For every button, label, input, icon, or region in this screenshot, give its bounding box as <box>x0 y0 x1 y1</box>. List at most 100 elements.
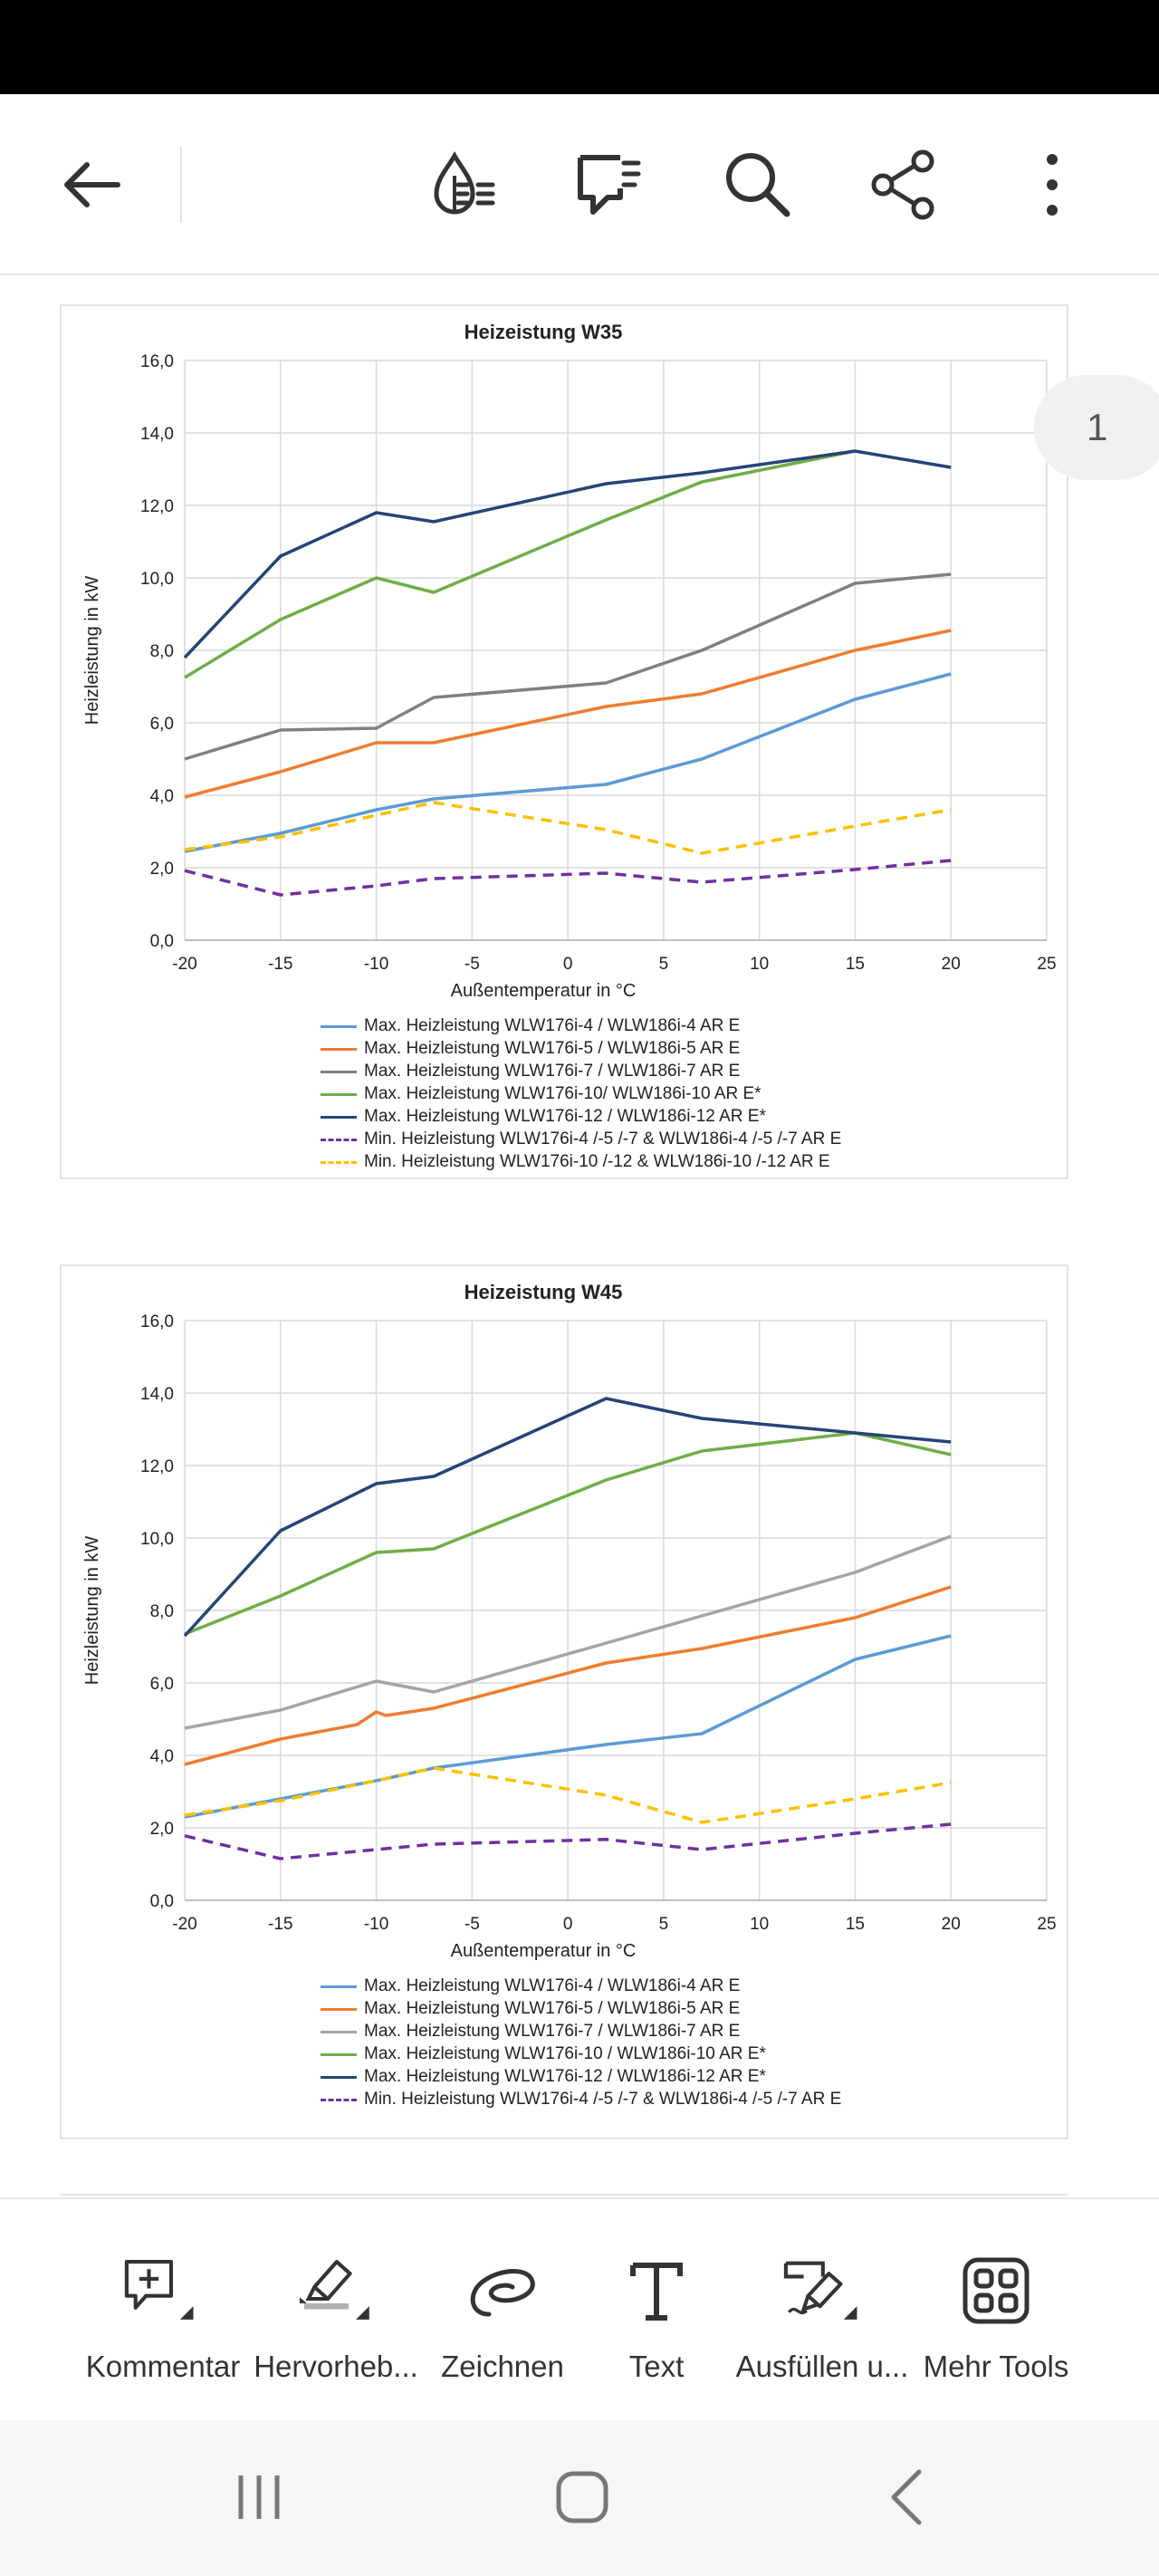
system-nav-bar <box>0 2420 1159 2576</box>
legend-label: Max. Heizleistung WLW176i-4 / WLW186i-4 … <box>364 1016 741 1035</box>
legend-label: Max. Heizleistung WLW176i-12 / WLW186i-1… <box>364 2067 766 2086</box>
series-line <box>184 1822 952 1860</box>
y-tick-label: 16,0 <box>140 1312 174 1331</box>
tool-zeichnen[interactable]: Zeichnen <box>421 2199 584 2422</box>
page-number-badge: 1 <box>1034 375 1159 480</box>
page-number: 1 <box>1087 406 1108 448</box>
x-tick-label: 5 <box>659 1915 669 1934</box>
chart-svg: Heizeistung W35 0,0 2,0 4,0 6,0 8,0 10,0 12,0 14… <box>82 321 1057 1001</box>
x-tick-label: 25 <box>1037 955 1056 974</box>
series-line <box>184 801 952 855</box>
recent-apps-icon[interactable] <box>205 2456 313 2538</box>
x-tick-label: -15 <box>268 1915 292 1934</box>
y-tick-label: 0,0 <box>150 1892 174 1911</box>
x-axis-label: Außentemperatur in °C <box>451 1941 637 1961</box>
chart-svg: Heizeistung W45 0,0 2,0 4,0 6,0 8,0 10,0 12,0 14… <box>82 1281 1057 1961</box>
top-toolbar <box>0 94 1159 275</box>
back-icon[interactable] <box>851 2456 960 2538</box>
toolbar-divider <box>180 147 182 223</box>
tool-label: Kommentar <box>85 2350 241 2383</box>
x-tick-label: -5 <box>465 1915 480 1934</box>
legend-label: Max. Heizleistung WLW176i-10/ WLW186i-10… <box>364 1084 761 1103</box>
y-tick-label: 2,0 <box>150 1820 174 1839</box>
comments-icon[interactable] <box>569 144 650 226</box>
status-bar <box>0 0 1159 94</box>
tool-ausfuellen[interactable]: Ausfüllen u... <box>732 2199 913 2422</box>
legend-swatch <box>321 2053 357 2056</box>
x-tick-label: 0 <box>563 1915 573 1934</box>
legend-label: Max. Heizleistung WLW176i-7 / WLW186i-7 … <box>364 1062 741 1081</box>
series-line <box>184 449 856 679</box>
more-icon[interactable] <box>1011 144 1093 226</box>
x-tick-label: 20 <box>942 955 961 974</box>
share-icon[interactable] <box>864 144 945 226</box>
y-axis-label: Heizleistung in kW <box>82 576 102 726</box>
back-arrow-icon[interactable] <box>50 144 131 226</box>
x-tick-label: -15 <box>268 955 292 974</box>
x-tick-label: -20 <box>172 955 196 974</box>
x-tick-label: 5 <box>659 955 669 974</box>
series-line <box>183 1397 952 1638</box>
legend-swatch <box>321 1025 357 1028</box>
search-icon[interactable] <box>717 144 799 226</box>
y-tick-label: 10,0 <box>140 570 174 589</box>
page-edge <box>60 2194 1068 2196</box>
x-tick-label: -10 <box>364 955 388 974</box>
text-icon <box>616 2250 697 2331</box>
tool-label: Ausfüllen u... <box>735 2350 909 2383</box>
legend-swatch <box>321 1093 357 1096</box>
series-line <box>184 629 952 799</box>
home-icon[interactable] <box>528 2456 637 2538</box>
x-tick-label: 0 <box>563 955 573 974</box>
legend-swatch <box>321 1161 357 1164</box>
tool-label: Mehr Tools <box>923 2350 1069 2383</box>
x-tick-label: 10 <box>750 955 769 974</box>
y-tick-label: 12,0 <box>140 1457 174 1476</box>
y-tick-label: 2,0 <box>150 860 174 879</box>
chart-title: Heizeistung W45 <box>465 1281 623 1303</box>
legend-label: Min. Heizleistung WLW176i-10 /-12 & WLW1… <box>364 1152 830 1171</box>
legend-label: Max. Heizleistung WLW176i-12 / WLW186i-1… <box>364 1107 766 1126</box>
series-line <box>184 859 952 897</box>
pdf-page[interactable]: Heizeistung W35 0,0 2,0 4,0 6,0 8,0 10,0 12,0 14… <box>0 275 1159 2194</box>
series-line <box>184 1431 952 1636</box>
tool-label: Hervorheb... <box>254 2350 418 2383</box>
y-tick-label: 0,0 <box>150 932 174 951</box>
x-tick-label: 20 <box>942 1915 961 1934</box>
tool-text[interactable]: Text <box>580 2199 733 2422</box>
tool-label: Zeichnen <box>441 2350 564 2383</box>
legend-swatch <box>321 2076 357 2079</box>
tool-kommentar[interactable]: Kommentar <box>81 2199 244 2422</box>
y-axis-label: Heizleistung in kW <box>82 1536 102 1686</box>
x-tick-label: 10 <box>750 1915 769 1934</box>
legend-label: Max. Heizleistung WLW176i-5 / WLW186i-5 … <box>364 1999 741 2018</box>
series-line <box>183 449 952 659</box>
x-axis-label: Außentemperatur in °C <box>451 981 637 1001</box>
y-tick-label: 4,0 <box>150 1747 174 1766</box>
y-tick-label: 12,0 <box>140 497 174 516</box>
fill-sign-icon <box>781 2250 863 2331</box>
x-tick-label: 25 <box>1037 1915 1056 1934</box>
series-line <box>184 672 952 853</box>
y-tick-label: 8,0 <box>150 1602 174 1621</box>
series-line <box>184 1534 952 1730</box>
tool-label: Text <box>628 2350 685 2383</box>
legend-swatch <box>321 2008 357 2011</box>
x-tick-label: -20 <box>172 1915 196 1934</box>
x-tick-label: -5 <box>465 955 480 974</box>
legend-swatch <box>321 1048 357 1051</box>
y-tick-label: 4,0 <box>150 787 174 806</box>
legend-label: Max. Heizleistung WLW176i-10 / WLW186i-1… <box>364 2044 766 2063</box>
y-tick-label: 6,0 <box>150 715 174 734</box>
highlighter-icon <box>295 2250 377 2331</box>
y-tick-label: 10,0 <box>140 1530 174 1549</box>
tool-mehr-tools[interactable]: Mehr Tools <box>915 2199 1078 2422</box>
reading-mode-icon[interactable] <box>423 144 504 226</box>
y-tick-label: 8,0 <box>150 642 174 661</box>
x-tick-label: 15 <box>846 955 865 974</box>
legend-swatch <box>321 2099 357 2101</box>
x-tick-label: -10 <box>364 1915 388 1934</box>
legend-swatch <box>321 1985 357 1988</box>
tool-hervorheben[interactable]: Hervorheb... <box>250 2199 422 2422</box>
more-tools-icon <box>955 2250 1037 2331</box>
